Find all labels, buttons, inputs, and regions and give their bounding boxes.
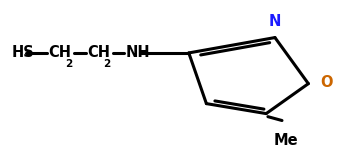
Text: 2: 2 [65, 60, 72, 69]
Text: CH: CH [48, 45, 71, 60]
Text: 2: 2 [103, 60, 110, 69]
Text: NH: NH [126, 45, 150, 60]
Text: HS: HS [11, 45, 34, 60]
Text: Me: Me [273, 133, 298, 148]
Text: N: N [269, 14, 281, 29]
Text: O: O [321, 75, 333, 90]
Text: CH: CH [87, 45, 110, 60]
